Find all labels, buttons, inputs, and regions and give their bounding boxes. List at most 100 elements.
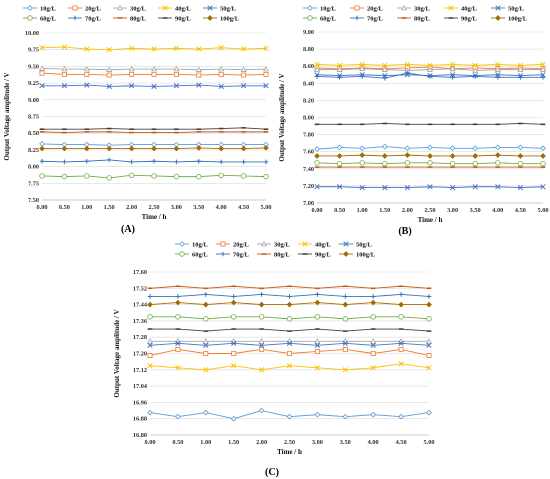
- y-tick-label: 17.52: [133, 285, 147, 292]
- x-axis-label: Time / h: [277, 448, 302, 456]
- legend-marker: [261, 240, 267, 247]
- data-point: [404, 145, 411, 152]
- y-tick-label: 9.75: [28, 47, 39, 54]
- data-point: [240, 46, 247, 52]
- chart-panel-a: 7.50 7.75 8.00 8.25 8.50 8.75 9.00 9.25 9.50 9.75…: [0, 0, 275, 240]
- x-tick-label: 1.00: [200, 439, 211, 446]
- panel-label: (A): [121, 224, 135, 235]
- data-point: [106, 83, 112, 90]
- data-point: [382, 184, 388, 191]
- data-point: [195, 66, 202, 72]
- data-point: [494, 152, 501, 158]
- data-point: [218, 159, 224, 165]
- y-axis-label: Output Voltage amplitude / V: [3, 72, 11, 160]
- data-point: [39, 70, 45, 76]
- series-10g-L: [314, 143, 546, 153]
- data-point: [218, 83, 224, 90]
- data-point: [495, 75, 501, 80]
- y-tick-label: 9.00: [303, 29, 314, 36]
- legend-marker: [495, 15, 501, 21]
- series-30g-L: [39, 65, 269, 72]
- legend-label: 10g/L: [320, 5, 337, 12]
- x-tick-label: 2.00: [402, 207, 413, 214]
- data-point: [241, 159, 246, 165]
- series-60g-L: [147, 314, 432, 322]
- data-point: [175, 413, 181, 420]
- data-point: [258, 314, 265, 320]
- panel-label: (B): [398, 226, 411, 237]
- data-point: [337, 75, 342, 80]
- data-point: [449, 65, 456, 72]
- data-point: [517, 66, 524, 72]
- x-tick-label: 2.50: [424, 207, 435, 214]
- data-point: [404, 184, 411, 191]
- data-point: [263, 173, 269, 180]
- data-point: [173, 45, 180, 52]
- legend-label: 20g/L: [367, 5, 384, 12]
- legend-label: 60g/L: [192, 251, 209, 258]
- data-point: [381, 153, 388, 159]
- data-point: [230, 314, 237, 320]
- data-point: [494, 144, 501, 151]
- x-tick-label: 4.50: [238, 204, 249, 211]
- data-point: [518, 75, 523, 80]
- data-point: [540, 145, 546, 152]
- data-point: [39, 173, 45, 179]
- x-tick-label: 0.00: [311, 207, 322, 214]
- series-90g-L: [39, 127, 269, 130]
- y-tick-label: 8.60: [303, 63, 314, 70]
- x-tick-label: 0.50: [334, 207, 345, 214]
- data-point: [495, 61, 501, 68]
- data-point: [129, 159, 134, 165]
- series-60g-L: [314, 160, 546, 167]
- data-point: [540, 66, 546, 72]
- data-point: [359, 61, 365, 68]
- data-point: [314, 348, 320, 354]
- data-point: [449, 72, 456, 78]
- data-point: [336, 144, 343, 151]
- data-point: [151, 65, 157, 72]
- data-point: [174, 159, 179, 165]
- data-point: [405, 70, 410, 76]
- data-point: [128, 83, 135, 89]
- y-tick-label: 17.28: [133, 334, 147, 341]
- data-point: [426, 294, 432, 299]
- data-point: [427, 144, 433, 151]
- data-point: [61, 83, 68, 89]
- data-point: [449, 61, 456, 68]
- legend-marker: [343, 251, 349, 257]
- y-tick-label: 7.75: [28, 180, 39, 187]
- data-point: [202, 301, 209, 308]
- series-70g-L: [39, 157, 269, 165]
- data-point: [259, 292, 264, 297]
- data-point: [83, 145, 90, 152]
- data-point: [147, 314, 153, 320]
- data-point: [151, 71, 157, 77]
- data-point: [61, 44, 68, 50]
- data-point: [83, 65, 90, 72]
- legend-marker: [307, 5, 313, 11]
- legend-marker: [207, 5, 213, 11]
- data-point: [258, 338, 265, 344]
- data-point: [147, 353, 153, 359]
- x-tick-label: 2.50: [148, 204, 159, 211]
- legend-label: 90g/L: [315, 251, 332, 258]
- series-90g-L: [147, 328, 432, 332]
- x-tick-label: 5.00: [423, 439, 434, 446]
- data-point: [382, 62, 388, 68]
- data-point: [495, 184, 501, 190]
- data-point: [39, 145, 45, 152]
- legend-marker: [495, 5, 501, 11]
- legend-marker: [162, 5, 168, 11]
- y-axis-label: Output Voltage amplitude / V: [113, 309, 121, 397]
- data-point: [218, 71, 224, 77]
- data-point: [286, 363, 293, 369]
- data-point: [343, 294, 348, 299]
- data-point: [151, 173, 157, 179]
- data-point: [359, 152, 366, 158]
- data-point: [370, 294, 376, 299]
- data-point: [314, 411, 321, 418]
- data-point: [263, 45, 269, 52]
- data-point: [151, 158, 157, 164]
- data-point: [195, 145, 202, 151]
